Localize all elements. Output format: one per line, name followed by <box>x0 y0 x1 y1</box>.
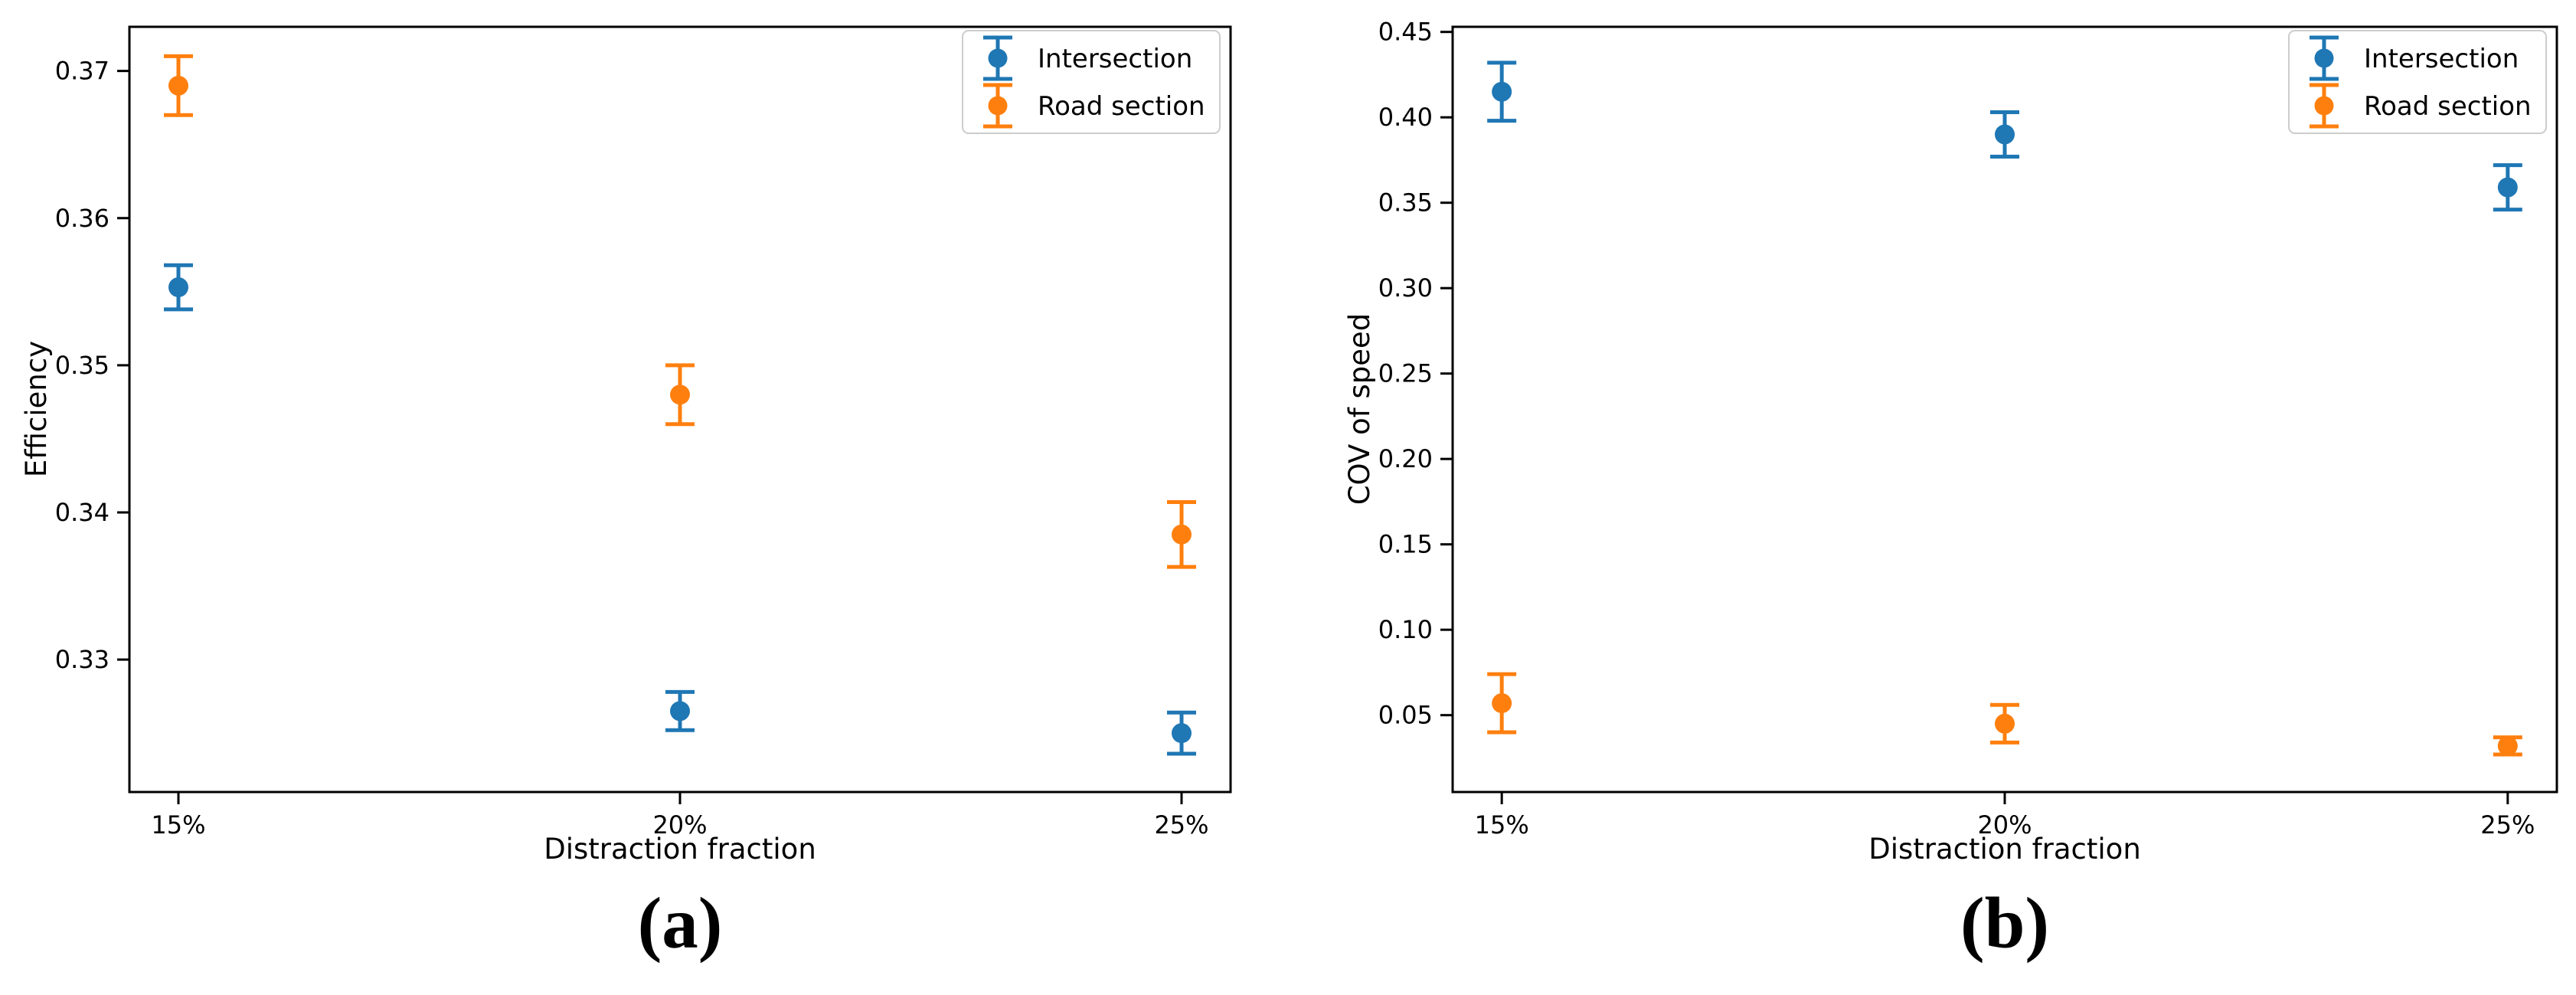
panel-a-y-axis-label: Efficiency <box>20 341 53 477</box>
legend-entry-label: Road section <box>2364 91 2532 122</box>
legend-entry-label: Intersection <box>2364 44 2519 74</box>
x-tick-label: 15% <box>151 810 205 840</box>
y-tick-label: 0.05 <box>1378 701 1433 730</box>
data-point <box>1172 723 1192 744</box>
data-point <box>1492 81 1512 102</box>
panel-b-caption: (b) <box>1960 882 2049 964</box>
y-tick-label: 0.37 <box>55 57 110 86</box>
data-point <box>1995 124 2015 145</box>
x-tick-label: 15% <box>1475 810 1529 840</box>
legend-marker-icon <box>2314 48 2334 68</box>
legend-entry-label: Intersection <box>1038 44 1192 74</box>
panel-b-y-axis-label: COV of speed <box>1343 313 1376 506</box>
legend-entry-label: Road section <box>1038 91 1205 122</box>
panel-b-x-axis-label: Distraction fraction <box>1868 833 2141 866</box>
y-tick-label: 0.33 <box>55 645 110 674</box>
x-tick-label: 20% <box>1977 810 2032 840</box>
legend-box <box>2288 30 2547 134</box>
x-tick-label: 20% <box>652 810 707 840</box>
y-tick-label: 0.30 <box>1378 273 1433 303</box>
panel-a-plot-elements: 0.37 0.36 0.35 0.34 0.33 15% 20% 25% Intersectio… <box>55 25 1232 840</box>
data-point <box>2497 177 2518 198</box>
data-point <box>2497 735 2518 756</box>
data-point <box>168 277 188 298</box>
data-point <box>670 385 690 405</box>
y-tick-label: 0.45 <box>1378 18 1433 47</box>
data-point <box>1172 524 1192 545</box>
legend-box <box>962 30 1221 134</box>
legend-marker-icon <box>2314 96 2334 116</box>
y-tick-label: 0.35 <box>1378 188 1433 218</box>
panel-b-plot-elements: 0.45 0.40 0.35 0.30 0.25 0.20 0.15 0.10 0.05 15% 2… <box>1378 18 2558 840</box>
y-tick-label: 0.15 <box>1378 530 1433 559</box>
y-tick-label: 0.20 <box>1378 444 1433 473</box>
x-tick-label: 25% <box>2480 810 2535 840</box>
data-point <box>670 701 690 722</box>
data-point <box>1492 693 1512 714</box>
y-tick-label: 0.35 <box>55 351 110 380</box>
data-point <box>1995 713 2015 734</box>
data-point <box>168 75 188 96</box>
x-tick-label: 25% <box>1154 810 1208 840</box>
panel-a-x-axis-label: Distraction fraction <box>544 833 816 866</box>
y-tick-label: 0.10 <box>1378 615 1433 644</box>
legend-marker-icon <box>988 96 1008 116</box>
panel-a-chart: 0.37 0.36 0.35 0.34 0.33 15% 20% 25% Intersectio… <box>20 25 1232 964</box>
y-tick-label: 0.25 <box>1378 359 1433 388</box>
panel-a-caption: (a) <box>638 882 723 964</box>
y-tick-label: 0.40 <box>1378 103 1433 132</box>
y-tick-label: 0.36 <box>55 204 110 233</box>
panel-b-chart: 0.45 0.40 0.35 0.30 0.25 0.20 0.15 0.10 0.05 15% 2… <box>1343 18 2558 964</box>
legend-marker-icon <box>988 48 1008 68</box>
y-tick-label: 0.34 <box>55 498 110 527</box>
